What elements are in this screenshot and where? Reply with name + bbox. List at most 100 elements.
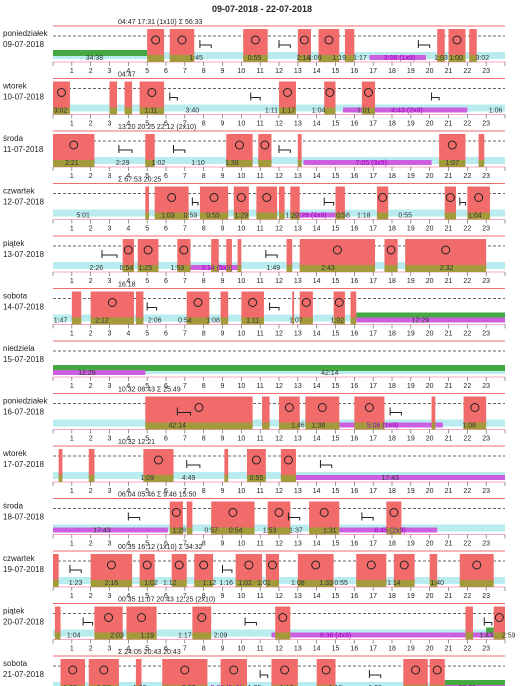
green-bar: [53, 365, 505, 371]
clock-icon: [167, 193, 177, 202]
sleep-block: [224, 449, 229, 478]
clock-icon: [364, 403, 374, 412]
day-date: 11-07-2018: [3, 145, 44, 154]
clock-icon: [325, 88, 335, 97]
sleep-block: [237, 239, 242, 268]
green-bar: [53, 50, 148, 56]
day-row-16-07-2018: [52, 393, 506, 434]
hour-label: 13: [294, 541, 302, 548]
hour-label: 10: [237, 646, 245, 653]
sleep-base: [139, 580, 155, 587]
hour-label: 10: [237, 68, 245, 75]
hour-label: 13: [294, 383, 302, 390]
hour-label: 8: [202, 226, 206, 233]
sleep-block: [58, 449, 63, 478]
sleep-block: [350, 291, 357, 321]
hour-label: 23: [482, 226, 490, 233]
hour-label: 1: [70, 541, 74, 548]
duration-label: 1:20: [285, 213, 299, 220]
sleep-base: [431, 422, 436, 430]
bed-icon: [368, 670, 382, 678]
duration-label: 2:06: [148, 318, 162, 325]
hour-label: 5: [145, 331, 149, 338]
clock-icon: [180, 665, 190, 675]
hour-label: 13: [294, 331, 302, 338]
clock-icon: [209, 193, 219, 202]
hour-label: 4: [126, 173, 130, 180]
hour-label: 19: [407, 121, 415, 128]
sleep-base: [147, 55, 165, 62]
hour-label: 23: [482, 593, 490, 600]
duration-label: 1:09: [140, 475, 154, 482]
sleep-block: [335, 186, 345, 216]
clock-icon: [282, 88, 292, 97]
bed-icon: [265, 250, 278, 258]
hour-label: 9: [221, 173, 225, 180]
sleep-base: [211, 527, 255, 535]
day-row-18-07-2018: [52, 498, 506, 539]
duration-label: 1:02: [331, 318, 345, 325]
sleep-base: [58, 475, 63, 482]
hour-label: 4: [126, 646, 130, 653]
hour-label: 15: [332, 68, 340, 75]
duration-label: 1:17: [282, 108, 296, 115]
green-bar: [356, 312, 505, 319]
hour-label: 11: [257, 278, 264, 285]
sleep-block: [135, 659, 142, 686]
base-band: [53, 52, 505, 59]
bed-icon: [269, 302, 280, 311]
clock-icon: [324, 35, 334, 45]
clock-icon: [194, 403, 204, 412]
hour-label: 8: [202, 278, 206, 285]
duration-label: 4:43 (2x9): [391, 108, 423, 115]
sleep-base: [290, 212, 300, 220]
duration-label: 2:59: [502, 633, 516, 640]
hour-label: 18: [388, 226, 396, 233]
hour-label: 6: [164, 331, 168, 338]
sleep-base: [279, 422, 300, 430]
hour-label: 23: [482, 331, 490, 338]
hour-label: 2: [89, 226, 93, 233]
hour-label: 20: [426, 541, 434, 548]
hour-label: 8: [202, 121, 206, 128]
hour-label: 20: [426, 646, 434, 653]
hour-label: 7: [183, 278, 187, 285]
bed-icon: [323, 197, 335, 206]
hour-label: 3: [108, 488, 112, 495]
sleep-base: [297, 580, 334, 587]
sleep-base: [354, 422, 385, 430]
hour-label: 23: [482, 541, 490, 548]
hour-label: 1: [70, 331, 74, 338]
sleep-base: [199, 212, 229, 220]
purple-bar: [290, 212, 344, 218]
hour-label: 16: [350, 226, 358, 233]
purple-bar: [303, 160, 432, 165]
duration-label: 3:14 (5x9): [201, 265, 233, 272]
hour-label: 7: [183, 593, 187, 600]
sleep-base: [444, 212, 457, 220]
clock-icon: [199, 560, 209, 570]
hour-label: 10: [237, 436, 245, 443]
duration-label: 1:53: [263, 528, 277, 535]
duration-label: 12:29: [78, 370, 96, 377]
duration-label: 1:29: [235, 213, 249, 220]
hour-label: 4: [126, 226, 130, 233]
bed-icon: [82, 617, 94, 626]
hour-label: 2: [89, 121, 93, 128]
hour-label: 12: [275, 488, 283, 495]
hour-label: 18: [388, 121, 396, 128]
clock-icon: [123, 245, 133, 255]
sleep-base: [71, 317, 82, 325]
duration-label: 2:03: [110, 633, 124, 640]
clock-icon: [106, 560, 116, 570]
hour-label: 15: [332, 331, 340, 338]
clock-icon: [299, 35, 309, 45]
hour-label: 10: [237, 593, 245, 600]
sleep-base: [192, 632, 212, 640]
sleep-base: [361, 107, 376, 115]
hour-label: 7: [183, 646, 187, 653]
day-top-annotation: Σ 24:05 20:43 20:43: [118, 649, 181, 656]
hour-label: 17: [369, 541, 377, 548]
clock-icon: [228, 508, 238, 517]
hour-label: 21: [445, 541, 453, 548]
